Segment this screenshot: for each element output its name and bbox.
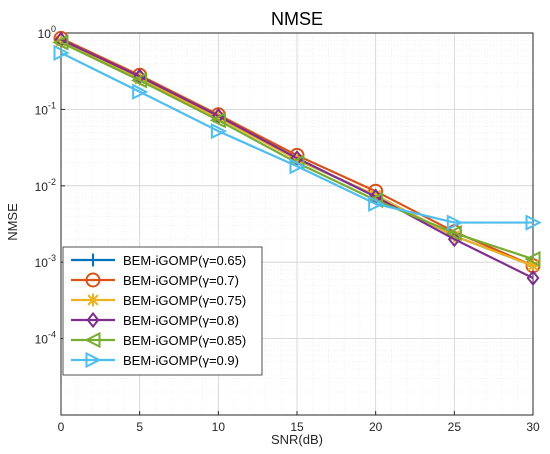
plot-area: 0 5 10 15 20 25 30 100 10-1 10-2 10-3 10-4 <box>35 24 542 434</box>
data-point <box>525 214 542 231</box>
legend-marker <box>86 293 100 307</box>
legend-entry: BEM-iGOMP(γ=0.85) <box>71 331 246 349</box>
data-point <box>210 122 228 140</box>
data-point <box>526 269 540 287</box>
data-point <box>209 112 226 129</box>
legend-label: BEM-iGOMP(γ=0.85) <box>123 333 246 348</box>
series-line <box>60 51 533 224</box>
x-tick-label: 10 <box>212 420 226 434</box>
legend: BEM-iGOMP(γ=0.65) BEM-iGOMP(γ=0.7) BEM-iGO… <box>62 246 263 376</box>
y-axis-label: NMSE <box>5 203 20 241</box>
x-tick-label: 25 <box>448 420 462 434</box>
data-point <box>130 72 148 89</box>
data-point <box>133 72 147 86</box>
data-point <box>369 188 383 202</box>
data-point <box>446 214 464 231</box>
y-tick-label: 10-3 <box>35 253 56 270</box>
data-point <box>526 259 540 273</box>
x-tick-label: 0 <box>58 420 65 434</box>
legend-box <box>62 246 263 376</box>
x-tick-label: 5 <box>136 420 143 434</box>
y-tick-label: 10-2 <box>35 177 56 194</box>
y-tick-label: 10-1 <box>35 100 56 117</box>
data-point <box>52 34 69 51</box>
legend-entry: BEM-iGOMP(γ=0.8) <box>71 311 239 329</box>
legend-label: BEM-iGOMP(γ=0.9) <box>123 353 239 368</box>
data-point <box>54 34 68 48</box>
data-point <box>524 250 541 268</box>
y-tick-label: 10-4 <box>35 330 56 347</box>
legend-entry: BEM-iGOMP(γ=0.7) <box>71 272 239 288</box>
legend-marker <box>86 253 100 267</box>
x-tick-label: 30 <box>526 420 540 434</box>
legend-marker <box>84 331 101 349</box>
data-point <box>53 44 70 61</box>
data-point <box>445 225 462 242</box>
legend-entry: BEM-iGOMP(γ=0.75) <box>71 293 246 308</box>
chart-title: NMSE <box>271 9 323 29</box>
legend-label: BEM-iGOMP(γ=0.75) <box>123 293 246 308</box>
legend-marker <box>86 311 100 329</box>
data-point <box>290 150 304 167</box>
data-point <box>368 195 385 212</box>
legend-entry: BEM-iGOMP(γ=0.65) <box>71 253 246 268</box>
x-tick-label: 20 <box>369 420 383 434</box>
legend-marker <box>85 272 101 288</box>
data-point <box>289 158 306 175</box>
series-6 <box>53 44 542 231</box>
data-point <box>132 83 149 100</box>
x-axis-label: SNR(dB) <box>271 432 323 447</box>
legend-label: BEM-iGOMP(γ=0.7) <box>123 273 239 288</box>
legend-marker <box>85 351 102 369</box>
legend-label: BEM-iGOMP(γ=0.8) <box>123 313 239 328</box>
x-tick-label: 15 <box>290 420 304 434</box>
legend-label: BEM-iGOMP(γ=0.65) <box>123 253 246 268</box>
y-tick-label: 100 <box>38 24 56 41</box>
legend-entry: BEM-iGOMP(γ=0.9) <box>71 351 239 369</box>
